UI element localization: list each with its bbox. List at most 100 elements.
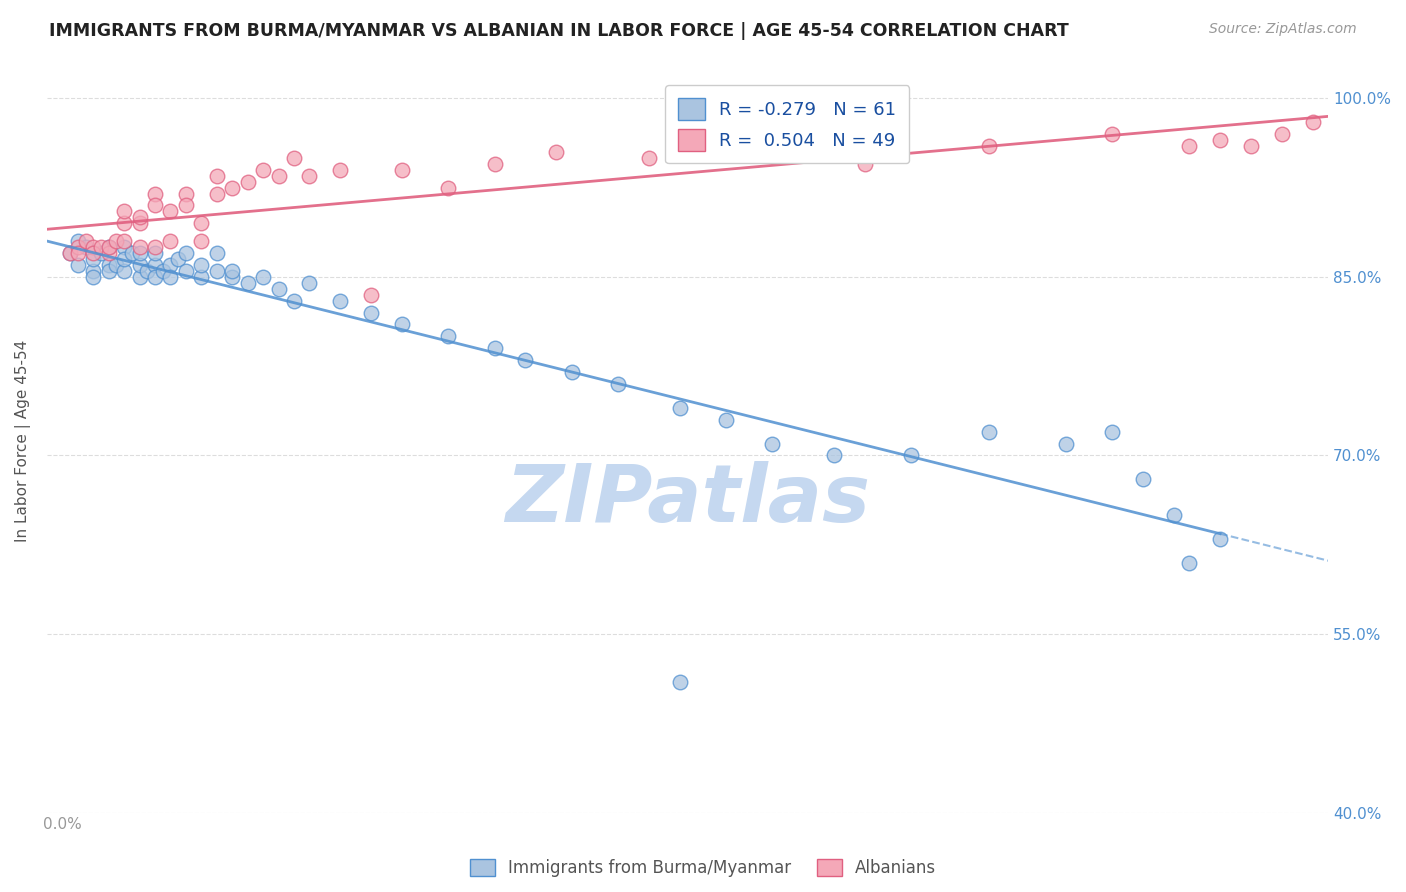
Point [298,276,321,290]
Point [143,186,166,201]
Point [159,269,181,284]
Point [128,211,150,225]
Point [105,258,128,272]
Point [205,169,228,183]
Point [66,240,89,254]
Point [1054,436,1077,450]
Point [97,264,120,278]
Point [136,264,159,278]
Point [97,240,120,254]
Point [128,246,150,260]
Point [1240,139,1263,153]
Point [221,269,243,284]
Point [66,246,89,260]
Point [97,240,120,254]
Point [853,157,876,171]
Point [128,269,150,284]
Point [66,234,89,248]
Point [82,264,104,278]
Point [90,246,112,260]
Point [1178,556,1201,570]
Point [59,246,82,260]
Point [252,162,274,177]
Point [607,376,630,391]
Point [561,365,583,379]
Point [546,145,568,159]
Point [1209,532,1232,546]
Point [112,234,135,248]
Point [167,252,190,266]
Point [1163,508,1185,522]
Point [174,246,197,260]
Point [121,246,143,260]
Text: IMMIGRANTS FROM BURMA/MYANMAR VS ALBANIAN IN LABOR FORCE | AGE 45-54 CORRELATION: IMMIGRANTS FROM BURMA/MYANMAR VS ALBANIA… [49,22,1069,40]
Text: ZIPatlas: ZIPatlas [505,461,870,539]
Point [82,246,104,260]
Point [112,252,135,266]
Point [484,157,506,171]
Point [1178,139,1201,153]
Point [112,204,135,219]
Point [66,258,89,272]
Point [143,269,166,284]
Point [360,305,382,319]
Point [267,282,290,296]
Point [174,198,197,212]
Point [112,264,135,278]
Point [745,139,768,153]
Point [515,353,537,368]
Point [205,186,228,201]
Point [484,341,506,355]
Point [329,293,352,308]
Point [128,258,150,272]
Text: Source: ZipAtlas.com: Source: ZipAtlas.com [1209,22,1357,37]
Point [59,246,82,260]
Point [638,151,661,165]
Point [252,269,274,284]
Point [1132,472,1154,486]
Point [900,449,922,463]
Point [159,204,181,219]
Point [236,276,259,290]
Point [669,401,692,415]
Point [437,329,460,343]
Point [190,269,212,284]
Point [159,258,181,272]
Point [823,449,845,463]
Point [437,180,460,194]
Point [75,240,97,254]
Point [283,293,305,308]
Point [82,240,104,254]
Point [360,287,382,301]
Point [90,240,112,254]
Point [298,169,321,183]
Y-axis label: In Labor Force | Age 45-54: In Labor Force | Age 45-54 [15,339,31,541]
Point [190,234,212,248]
Point [205,246,228,260]
Point [143,246,166,260]
Point [112,216,135,230]
Point [1101,425,1123,439]
Point [977,425,1000,439]
Point [128,240,150,254]
Point [391,318,413,332]
Point [143,258,166,272]
Point [391,162,413,177]
Point [221,180,243,194]
Point [1302,115,1324,129]
Point [159,234,181,248]
Point [714,413,737,427]
Point [82,252,104,266]
Point [1271,127,1294,141]
Point [97,246,120,260]
Point [128,216,150,230]
Point [75,234,97,248]
Legend: Immigrants from Burma/Myanmar, Albanians: Immigrants from Burma/Myanmar, Albanians [464,852,942,884]
Point [267,169,290,183]
Legend: R = -0.279   N = 61, R =  0.504   N = 49: R = -0.279 N = 61, R = 0.504 N = 49 [665,85,910,163]
Point [190,258,212,272]
Point [174,186,197,201]
Point [112,240,135,254]
Point [669,674,692,689]
Point [283,151,305,165]
